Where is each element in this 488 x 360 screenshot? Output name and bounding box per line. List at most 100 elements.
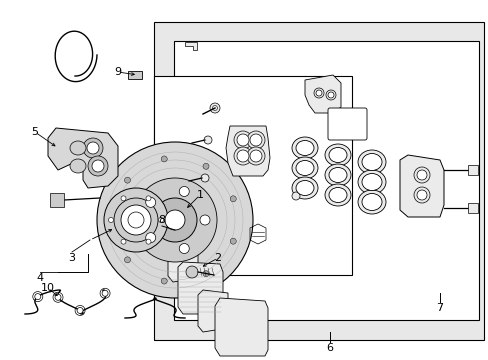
Circle shape — [145, 233, 155, 243]
Circle shape — [121, 205, 151, 235]
Ellipse shape — [295, 140, 313, 156]
Circle shape — [325, 90, 335, 100]
Ellipse shape — [295, 161, 313, 176]
Circle shape — [35, 294, 41, 300]
Ellipse shape — [325, 184, 350, 206]
Polygon shape — [184, 42, 197, 50]
Circle shape — [249, 134, 262, 146]
Circle shape — [237, 150, 248, 162]
Text: 8: 8 — [158, 215, 165, 225]
Circle shape — [416, 190, 426, 200]
Circle shape — [110, 217, 116, 223]
Ellipse shape — [357, 190, 385, 214]
Polygon shape — [48, 128, 118, 188]
Bar — [467, 203, 477, 213]
Circle shape — [92, 160, 104, 172]
Circle shape — [161, 278, 167, 284]
Ellipse shape — [295, 180, 313, 195]
Circle shape — [83, 138, 103, 158]
Circle shape — [234, 131, 251, 149]
Circle shape — [200, 215, 209, 225]
Circle shape — [102, 290, 108, 296]
Circle shape — [249, 150, 262, 162]
Circle shape — [246, 131, 264, 149]
Circle shape — [114, 198, 158, 242]
Circle shape — [209, 103, 220, 113]
Circle shape — [246, 147, 264, 165]
Bar — [467, 165, 477, 175]
Circle shape — [133, 178, 217, 262]
Circle shape — [185, 266, 198, 278]
Circle shape — [97, 142, 252, 298]
Circle shape — [153, 198, 197, 242]
Circle shape — [291, 192, 299, 200]
Circle shape — [161, 156, 167, 162]
Circle shape — [203, 163, 208, 169]
FancyBboxPatch shape — [327, 108, 366, 140]
Circle shape — [77, 307, 83, 314]
Circle shape — [230, 196, 236, 202]
Circle shape — [234, 147, 251, 165]
Circle shape — [315, 90, 321, 96]
Circle shape — [146, 239, 151, 244]
Ellipse shape — [361, 194, 381, 211]
Circle shape — [230, 238, 236, 244]
Text: 10: 10 — [41, 283, 55, 293]
Ellipse shape — [361, 153, 381, 171]
Ellipse shape — [70, 159, 86, 173]
Circle shape — [203, 271, 208, 277]
Circle shape — [237, 134, 248, 146]
Polygon shape — [305, 75, 340, 113]
Circle shape — [121, 239, 126, 244]
Circle shape — [313, 88, 324, 98]
Text: 1: 1 — [196, 190, 203, 200]
Circle shape — [212, 105, 217, 111]
Text: 6: 6 — [326, 343, 333, 353]
Circle shape — [413, 187, 429, 203]
Polygon shape — [225, 126, 269, 176]
Ellipse shape — [357, 170, 385, 194]
Bar — [154, 76, 351, 275]
Text: 3: 3 — [68, 253, 75, 263]
Circle shape — [55, 294, 61, 300]
Circle shape — [146, 196, 151, 201]
Circle shape — [164, 210, 184, 230]
Ellipse shape — [291, 137, 317, 159]
Circle shape — [87, 142, 99, 154]
Ellipse shape — [291, 157, 317, 179]
Polygon shape — [399, 155, 443, 217]
Polygon shape — [168, 240, 198, 282]
Circle shape — [145, 197, 155, 207]
Circle shape — [179, 243, 189, 253]
Ellipse shape — [325, 164, 350, 186]
Text: 4: 4 — [37, 273, 43, 283]
Polygon shape — [198, 290, 227, 332]
Ellipse shape — [291, 177, 317, 199]
Ellipse shape — [325, 144, 350, 166]
Polygon shape — [215, 298, 267, 356]
Text: 9: 9 — [114, 67, 122, 77]
Circle shape — [203, 136, 212, 144]
Circle shape — [413, 167, 429, 183]
Polygon shape — [178, 262, 223, 314]
Bar — [173, 41, 478, 320]
Bar — [128, 71, 142, 79]
Ellipse shape — [357, 150, 385, 174]
Circle shape — [104, 188, 168, 252]
Text: 2: 2 — [214, 253, 221, 263]
Circle shape — [88, 156, 108, 176]
Circle shape — [108, 217, 113, 222]
Ellipse shape — [70, 141, 86, 155]
Circle shape — [124, 257, 130, 263]
Bar — [50, 193, 64, 207]
Circle shape — [201, 174, 208, 182]
Ellipse shape — [361, 174, 381, 190]
Circle shape — [158, 217, 163, 222]
Circle shape — [124, 177, 130, 183]
Circle shape — [327, 92, 333, 98]
Bar — [154, 22, 483, 340]
Circle shape — [121, 196, 126, 201]
Ellipse shape — [328, 167, 346, 183]
Circle shape — [416, 170, 426, 180]
Circle shape — [179, 186, 189, 197]
